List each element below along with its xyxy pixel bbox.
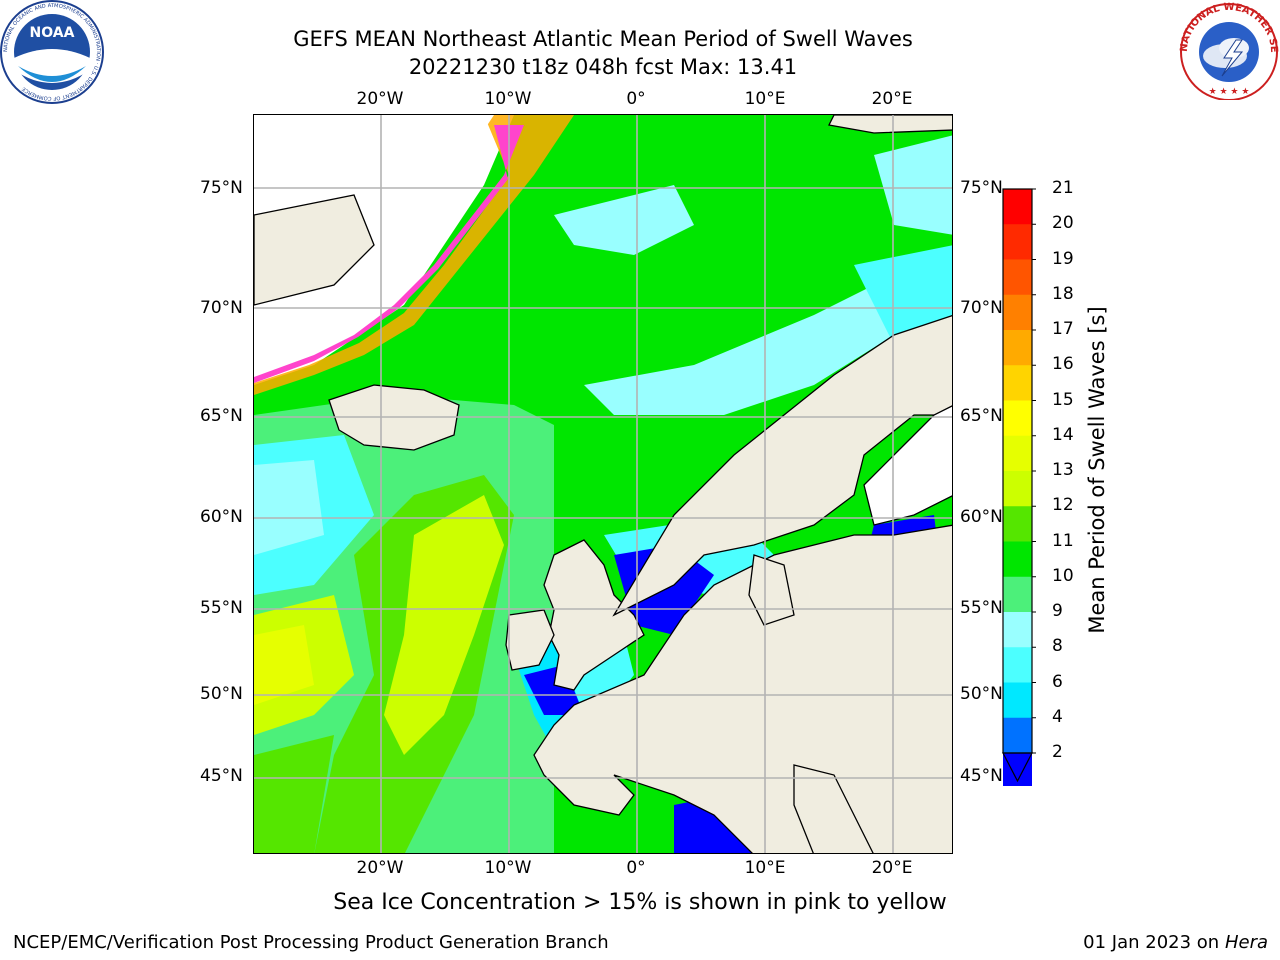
- noaa-logo-text: NOAA: [30, 25, 75, 41]
- colorbar-tick-label: 10: [1052, 565, 1074, 586]
- colorbar-tick-label: 13: [1052, 460, 1074, 480]
- colorbar-tick-label: 21: [1052, 178, 1074, 198]
- lat-label: 60°N: [960, 507, 1003, 527]
- lat-label: 70°N: [960, 298, 1003, 318]
- colorbar-segment: [1003, 471, 1032, 507]
- lat-label: 60°N: [200, 507, 243, 527]
- colorbar-segment: [1003, 647, 1032, 683]
- lat-label: 45°N: [960, 766, 1003, 786]
- lat-label: 45°N: [200, 766, 243, 786]
- colorbar-tick-label: 4: [1052, 706, 1063, 727]
- colorbar-segment: [1003, 576, 1032, 613]
- colorbar-segment: [1003, 259, 1032, 296]
- colorbar: [1002, 188, 1036, 786]
- colorbar-tick-label: 12: [1052, 495, 1074, 516]
- colorbar-segment: [1003, 435, 1032, 472]
- lon-label: 10°E: [744, 89, 786, 109]
- colorbar-tick-label: 9: [1052, 601, 1063, 621]
- colorbar-tick-label: 17: [1052, 319, 1074, 339]
- colorbar-segment: [1003, 224, 1032, 260]
- lat-label: 55°N: [960, 598, 1003, 618]
- lat-label: 65°N: [200, 406, 243, 426]
- lon-label: 20°W: [356, 858, 404, 878]
- lon-label: 10°W: [484, 89, 532, 109]
- colorbar-tick-label: 8: [1052, 636, 1063, 657]
- footer-date: 01 Jan 2023 on: [1083, 932, 1225, 953]
- chart-title: GEFS MEAN Northeast Atlantic Mean Period…: [293, 27, 913, 51]
- nws-logo: NATIONAL WEATHER SERVICE ★ ★ ★ ★: [1178, 0, 1279, 100]
- footer-left: NCEP/EMC/Verification Post Processing Pr…: [13, 932, 609, 953]
- lat-label: 75°N: [200, 178, 243, 198]
- lon-label: 0°: [626, 89, 646, 109]
- colorbar-tick-label: 16: [1052, 354, 1074, 375]
- graticule: [254, 115, 952, 853]
- lon-label: 20°E: [871, 89, 913, 109]
- lat-label: 50°N: [960, 684, 1003, 704]
- colorbar-tick-label: 6: [1052, 671, 1063, 692]
- colorbar-segment: [1003, 682, 1032, 719]
- lat-label: 75°N: [960, 178, 1003, 198]
- footer-host: Hera: [1224, 932, 1268, 953]
- svg-text:★ ★ ★ ★: ★ ★ ★ ★: [1209, 87, 1250, 97]
- swell-period-map: [253, 114, 953, 854]
- footer-right: 01 Jan 2023 on Hera: [1083, 932, 1268, 953]
- colorbar-tick-label: 20: [1052, 213, 1074, 234]
- lat-label: 70°N: [200, 298, 243, 318]
- colorbar-segment: [1003, 541, 1032, 578]
- lat-label: 50°N: [200, 684, 243, 704]
- noaa-logo: NOAA NATIONAL OCEANIC AND ATMOSPHERIC AD…: [0, 0, 104, 104]
- colorbar-tick-label: 15: [1052, 389, 1074, 410]
- colorbar-segment: [1003, 612, 1032, 648]
- colorbar-segment: [1003, 365, 1032, 401]
- colorbar-segment: [1003, 189, 1032, 225]
- colorbar-segment: [1003, 506, 1032, 542]
- lon-label: 0°: [626, 858, 646, 878]
- chart-subtitle: 20221230 t18z 048h fcst Max: 13.41: [408, 55, 798, 79]
- colorbar-tick-label: 11: [1052, 530, 1074, 551]
- lon-label: 20°W: [356, 89, 404, 109]
- colorbar-tick-label: 19: [1052, 248, 1074, 269]
- colorbar-segment: [1003, 330, 1032, 366]
- colorbar-segment: [1003, 294, 1032, 331]
- colorbar-tick-label: 18: [1052, 283, 1074, 304]
- colorbar-tick-label: 14: [1052, 424, 1074, 445]
- lon-label: 20°E: [871, 858, 913, 878]
- colorbar-label: Mean Period of Swell Waves [s]: [1085, 306, 1109, 634]
- landmass: [254, 115, 952, 853]
- sea-ice-note: Sea Ice Concentration > 15% is shown in …: [333, 890, 947, 915]
- lat-label: 65°N: [960, 406, 1003, 426]
- colorbar-segment: [1003, 717, 1032, 754]
- colorbar-segment: [1003, 400, 1032, 437]
- colorbar-tick-label: 2: [1052, 742, 1063, 762]
- lat-label: 55°N: [200, 598, 243, 618]
- lon-label: 10°E: [744, 858, 786, 878]
- lon-label: 10°W: [484, 858, 532, 878]
